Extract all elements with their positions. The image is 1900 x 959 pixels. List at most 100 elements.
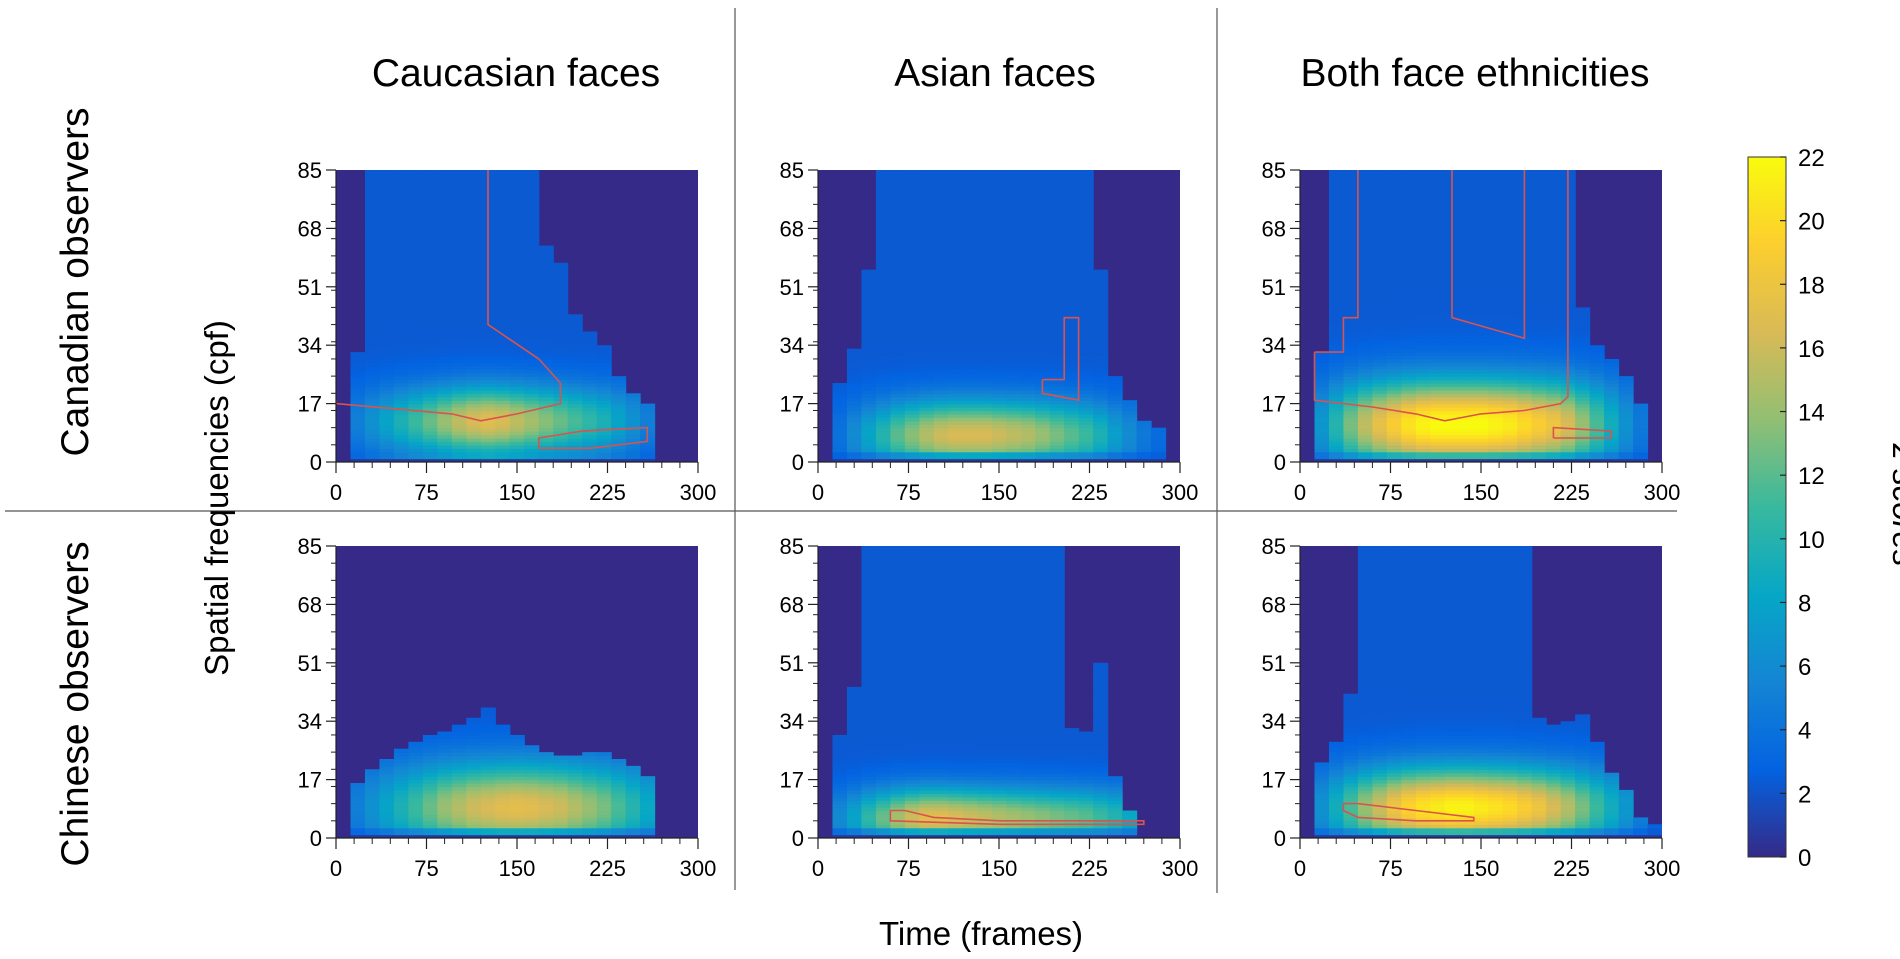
heatmap-cell	[1035, 348, 1051, 353]
heatmap-cell	[364, 221, 381, 226]
heatmap-cell	[962, 834, 978, 838]
heatmap-cell	[393, 183, 409, 188]
heatmap-cell	[919, 769, 935, 774]
heatmap-cell	[977, 707, 993, 712]
heatmap-cell	[524, 211, 540, 216]
heatmap-cell	[1064, 242, 1080, 247]
heatmap-cell	[553, 376, 569, 381]
heatmap-cell	[1020, 552, 1036, 557]
heatmap-cell	[451, 834, 467, 838]
heatmap-cell	[567, 813, 583, 818]
heatmap-cell	[948, 803, 964, 808]
heatmap-cell	[962, 249, 978, 254]
heatmap-cell	[948, 451, 964, 456]
heatmap-cell	[919, 686, 935, 691]
heatmap-cell	[948, 180, 964, 185]
heatmap-cell	[422, 755, 438, 760]
heatmap-cell	[875, 431, 891, 436]
heatmap-cell	[422, 231, 438, 236]
heatmap-cell	[861, 431, 877, 436]
heatmap-cell	[948, 758, 964, 764]
heatmap-cell	[948, 279, 964, 284]
heatmap-cell	[495, 238, 511, 243]
heatmap-cell	[1006, 321, 1022, 326]
heatmap-cell	[904, 666, 920, 671]
heatmap-cell	[861, 824, 877, 829]
heatmap-cell	[832, 386, 848, 391]
heatmap-cell	[875, 618, 891, 623]
heatmap-cell	[904, 434, 920, 439]
heatmap-cell	[524, 407, 540, 412]
heatmap-cell	[596, 824, 612, 829]
heatmap-cell	[977, 728, 993, 733]
heatmap-cell	[364, 800, 381, 805]
heatmap-cell	[582, 396, 598, 401]
heatmap-cell	[582, 776, 598, 781]
heatmap-cell	[567, 352, 583, 357]
heatmap-cell	[524, 424, 540, 429]
heatmap-cell	[861, 352, 877, 357]
heatmap-cell	[538, 424, 554, 429]
heatmap-cell	[846, 721, 863, 726]
heatmap-cell	[1020, 645, 1036, 650]
heatmap-cell	[1078, 249, 1094, 254]
heatmap-cell	[625, 424, 641, 429]
heatmap-cell	[875, 621, 891, 626]
heatmap-cell	[408, 324, 424, 329]
heatmap-cell	[364, 393, 381, 398]
heatmap-cell	[904, 255, 920, 260]
heatmap-cell	[393, 420, 409, 425]
heatmap-cell	[1020, 676, 1036, 681]
heatmap-cell	[408, 338, 424, 343]
heatmap-cell	[890, 803, 906, 808]
heatmap-cell	[962, 625, 978, 630]
heatmap-cell	[524, 303, 540, 309]
heatmap-cell	[991, 170, 1007, 175]
heatmap-cell	[1006, 611, 1022, 616]
heatmap-cell	[451, 810, 467, 815]
heatmap-cell	[962, 793, 978, 798]
heatmap-cell	[904, 300, 920, 305]
heatmap-cell	[1020, 190, 1036, 195]
heatmap-cell	[1078, 310, 1094, 315]
heatmap-cell	[933, 334, 949, 339]
heatmap-cell	[832, 407, 848, 412]
heatmap-cell	[567, 786, 583, 791]
heatmap-cell	[875, 204, 891, 209]
heatmap-cell	[625, 434, 641, 439]
heatmap-cell	[437, 434, 453, 439]
heatmap-cell	[350, 441, 366, 446]
heatmap-cell	[875, 424, 891, 429]
heatmap-cell	[919, 628, 935, 633]
heatmap-cell	[933, 734, 949, 739]
heatmap-cell	[904, 207, 920, 212]
heatmap-cell	[890, 279, 906, 284]
heatmap-cell	[364, 413, 381, 418]
heatmap-cell	[1049, 817, 1065, 822]
heatmap-cell	[948, 673, 964, 678]
heatmap-cell	[1078, 358, 1094, 363]
heatmap-cell	[1064, 741, 1080, 746]
heatmap-cell	[904, 400, 920, 405]
heatmap-cell	[991, 293, 1007, 298]
heatmap-cell	[1064, 789, 1080, 794]
heatmap-cell	[1035, 207, 1051, 212]
heatmap-cell	[567, 386, 583, 391]
heatmap-cell	[524, 403, 540, 408]
heatmap-cell	[1064, 334, 1080, 339]
heatmap-cell	[364, 379, 381, 384]
heatmap-cell	[466, 207, 482, 212]
heatmap-cell	[1006, 570, 1022, 575]
heatmap-cell	[1078, 365, 1094, 370]
heatmap-cell	[1035, 549, 1051, 554]
heatmap-cell	[495, 379, 511, 384]
heatmap-cell	[933, 662, 949, 667]
heatmap-cell	[524, 170, 540, 175]
heatmap-cell	[422, 328, 438, 333]
heatmap-cell	[422, 772, 438, 777]
heatmap-cell	[919, 252, 935, 257]
heatmap-cell	[1064, 434, 1080, 439]
heatmap-cell	[1020, 604, 1036, 609]
heatmap-cell	[948, 731, 964, 736]
heatmap-cell	[904, 348, 920, 353]
